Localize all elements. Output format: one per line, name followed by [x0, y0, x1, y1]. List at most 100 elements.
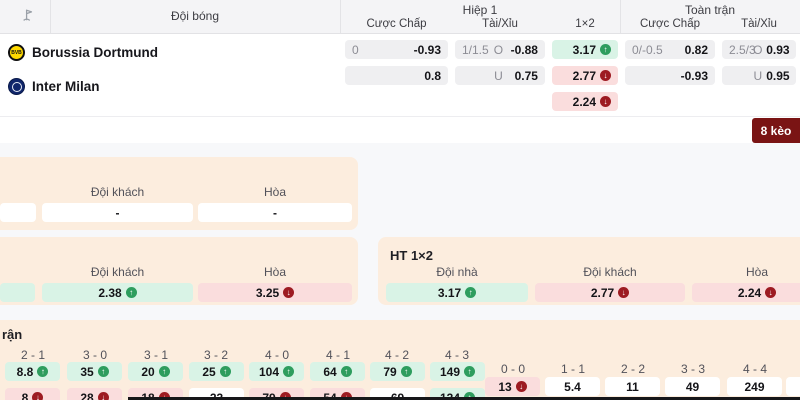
odds-cell-away[interactable]: - — [42, 203, 193, 222]
score-header: 4 - 0 — [264, 348, 289, 362]
column-header-draw: Hòa — [745, 265, 768, 279]
correct-score-card-partial: rận 2 - 1 3 - 0 3 - 1 3 - 2 4 - 0 4 - 1 … — [0, 320, 800, 400]
odds-cell-h1-1x2-away[interactable]: 2.77 — [552, 66, 618, 85]
trend-down-icon — [340, 392, 352, 400]
trend-up-icon — [283, 366, 295, 377]
odds-cell-partial[interactable] — [0, 283, 35, 302]
column-header-overunder-h1: Tài/Xỉu — [482, 18, 518, 30]
trend-down-icon — [97, 392, 109, 400]
header-divider — [50, 0, 51, 33]
column-header-1x2-h1: 1×2 — [575, 18, 595, 30]
score-odds-cell[interactable]: 28 — [67, 388, 122, 400]
score-odds-cell[interactable]: 104 — [249, 362, 304, 381]
odds-cell-draw[interactable]: - — [198, 203, 352, 222]
score-odds-cell[interactable]: 8 — [5, 388, 60, 400]
score-odds-cell[interactable]: 25 — [189, 362, 244, 381]
odds-cell-h1-1x2-draw[interactable]: 2.24 — [552, 92, 618, 111]
score-odds-cell-partial[interactable] — [786, 377, 800, 396]
odds-cell-away[interactable]: 2.77 — [535, 283, 685, 302]
trend-up-icon — [219, 366, 231, 377]
odds-cell-h1-handicap-away[interactable]: 0.8 — [345, 66, 448, 85]
odds-value: 104 — [258, 364, 280, 379]
odds-cell-ft-over[interactable]: 2.5/3 O 0.93 — [722, 40, 796, 59]
odds-cell-draw[interactable]: 3.25 — [198, 283, 352, 302]
score-odds-cell[interactable]: 20 — [128, 362, 183, 381]
score-odds-cell[interactable]: 8.8 — [5, 362, 60, 381]
odds-value: 54 — [323, 390, 337, 400]
odds-cell-ft-handicap-away[interactable]: -0.93 — [625, 66, 715, 85]
odds-value: 0.93 — [766, 42, 790, 57]
odds-value: - — [273, 205, 277, 220]
score-header: 2 - 2 — [620, 362, 645, 376]
odds-value: 149 — [439, 364, 461, 379]
column-header-overunder-ft: Tài/Xỉu — [741, 18, 777, 30]
score-odds-cell[interactable]: 64 — [310, 362, 365, 381]
odds-value: 49 — [685, 379, 700, 394]
odds-value: -0.93 — [680, 68, 708, 83]
borussia-dortmund-logo-icon: BVB — [8, 44, 25, 61]
ou-line: 2.5/3 — [729, 42, 756, 57]
score-odds-cell[interactable]: 249 — [727, 377, 782, 396]
trend-up-icon — [600, 44, 611, 55]
odds-value: 64 — [323, 364, 337, 379]
group-header-first-half: Hiệp 1 — [462, 3, 498, 17]
odds-value: 23 — [209, 390, 224, 400]
header-divider — [340, 0, 341, 33]
odds-cell-partial[interactable] — [0, 203, 36, 222]
odds-value: 2.24 — [737, 285, 762, 300]
odds-value: 0.95 — [766, 68, 790, 83]
score-header: 4 - 1 — [325, 348, 350, 362]
column-header-away: Đội khách — [583, 265, 637, 279]
odds-value: - — [115, 205, 120, 220]
odds-cell-h1-1x2-home[interactable]: 3.17 — [552, 40, 618, 59]
column-header-draw: Hòa — [263, 185, 286, 199]
over-label: O — [753, 42, 763, 57]
under-label: U — [494, 68, 503, 83]
trend-up-icon — [400, 366, 412, 377]
odds-count-badge[interactable]: 8 kèo — [752, 118, 800, 143]
score-odds-cell[interactable]: 49 — [665, 377, 720, 396]
section-title-partial: rận — [2, 327, 23, 342]
score-odds-cell[interactable]: 149 — [430, 362, 485, 381]
odds-value: 8.8 — [16, 364, 34, 379]
column-header-handicap-ft: Cược Chấp — [640, 18, 700, 30]
trend-down-icon — [600, 70, 611, 81]
odds-cell-h1-under[interactable]: U 0.75 — [455, 66, 545, 85]
odds-cell-draw[interactable]: 2.24 — [692, 283, 800, 302]
odds-value: 11 — [626, 379, 639, 394]
score-header: 4 - 2 — [384, 348, 409, 362]
column-header-handicap-h1: Cược Chấp — [366, 18, 427, 30]
score-header: 1 - 1 — [560, 362, 585, 376]
inter-milan-logo-icon — [8, 78, 25, 95]
score-odds-cell[interactable]: 79 — [370, 362, 425, 381]
odds-cell-ft-under[interactable]: U 0.95 — [722, 66, 796, 85]
score-odds-cell[interactable]: 13 — [485, 377, 540, 396]
trend-down-icon — [618, 287, 630, 298]
trend-down-icon — [283, 287, 295, 298]
odds-value: 13 — [498, 379, 512, 394]
score-header: 3 - 3 — [680, 362, 705, 376]
ht-1x2-title: HT 1×2 — [390, 248, 433, 263]
odds-value: 2.24 — [572, 94, 596, 109]
trend-up-icon — [465, 287, 477, 298]
column-header-home: Đội nhà — [436, 265, 478, 279]
score-odds-cell[interactable]: 11 — [605, 377, 660, 396]
odds-cell-h1-over[interactable]: 1/1.5 O -0.88 — [455, 40, 545, 59]
odds-value: 35 — [80, 364, 94, 379]
odds-value: 79 — [262, 390, 276, 400]
odds-value: 20 — [141, 364, 155, 379]
odds-value: 8 — [21, 390, 29, 400]
ou-line: 1/1.5 — [462, 42, 489, 57]
handicap-line: 0 — [352, 42, 359, 57]
odds-value: 5.4 — [564, 379, 581, 394]
odds-cell-h1-handicap-home[interactable]: 0 -0.93 — [345, 40, 448, 59]
score-odds-cell[interactable]: 5.4 — [545, 377, 600, 396]
score-odds-cell[interactable]: 35 — [67, 362, 122, 381]
odds-value: 18 — [141, 390, 155, 400]
odds-cell-ft-handicap-home[interactable]: 0/-0.5 0.82 — [625, 40, 715, 59]
odds-cell-away[interactable]: 2.38 — [42, 283, 193, 302]
odds-cell-home[interactable]: 3.17 — [386, 283, 528, 302]
column-header-away: Đội khách — [90, 265, 145, 279]
odds-value: 2.77 — [572, 68, 596, 83]
market-card-partial: Đội khách Hòa - - — [0, 157, 358, 230]
